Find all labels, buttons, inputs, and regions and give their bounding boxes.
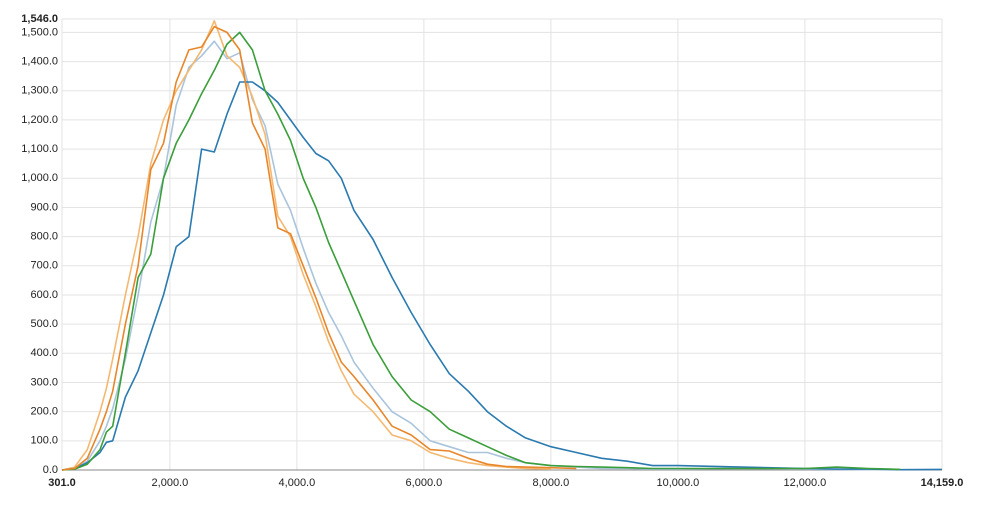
y-tick-label: 500.0 [30, 318, 58, 330]
y-tick-label: 800.0 [30, 231, 58, 243]
y-tick-label: 1,500.0 [21, 26, 58, 38]
y-tick-label: 400.0 [30, 347, 58, 359]
y-tick-label: 1,546.0 [21, 13, 58, 25]
x-tick-label: 8,000.0 [533, 477, 570, 489]
y-tick-label: 0.0 [43, 464, 58, 476]
series-line [61, 20, 551, 471]
series-line [61, 81, 943, 471]
x-tick-label: 2,000.0 [152, 477, 189, 489]
y-tick-label: 100.0 [30, 435, 58, 447]
y-tick-label: 300.0 [30, 376, 58, 388]
y-tick-label: 1,300.0 [21, 85, 58, 97]
y-tick-label: 600.0 [30, 289, 58, 301]
x-tick-label: 4,000.0 [279, 477, 316, 489]
grid [61, 18, 943, 471]
y-tick-label: 1,100.0 [21, 143, 58, 155]
series-line [61, 25, 577, 471]
y-tick-label: 1,000.0 [21, 172, 58, 184]
y-tick-label: 1,400.0 [21, 55, 58, 67]
x-tick-label: 12,000.0 [783, 477, 826, 489]
x-tick-label: 10,000.0 [656, 477, 699, 489]
y-tick-label: 1,200.0 [21, 114, 58, 126]
y-tick-label: 700.0 [30, 260, 58, 272]
series-line [61, 31, 901, 471]
x-tick-label: 14,159.0 [921, 477, 964, 489]
x-tick-label: 301.0 [48, 477, 76, 489]
y-tick-label: 900.0 [30, 201, 58, 213]
x-tick-label: 6,000.0 [406, 477, 443, 489]
y-tick-label: 200.0 [30, 406, 58, 418]
